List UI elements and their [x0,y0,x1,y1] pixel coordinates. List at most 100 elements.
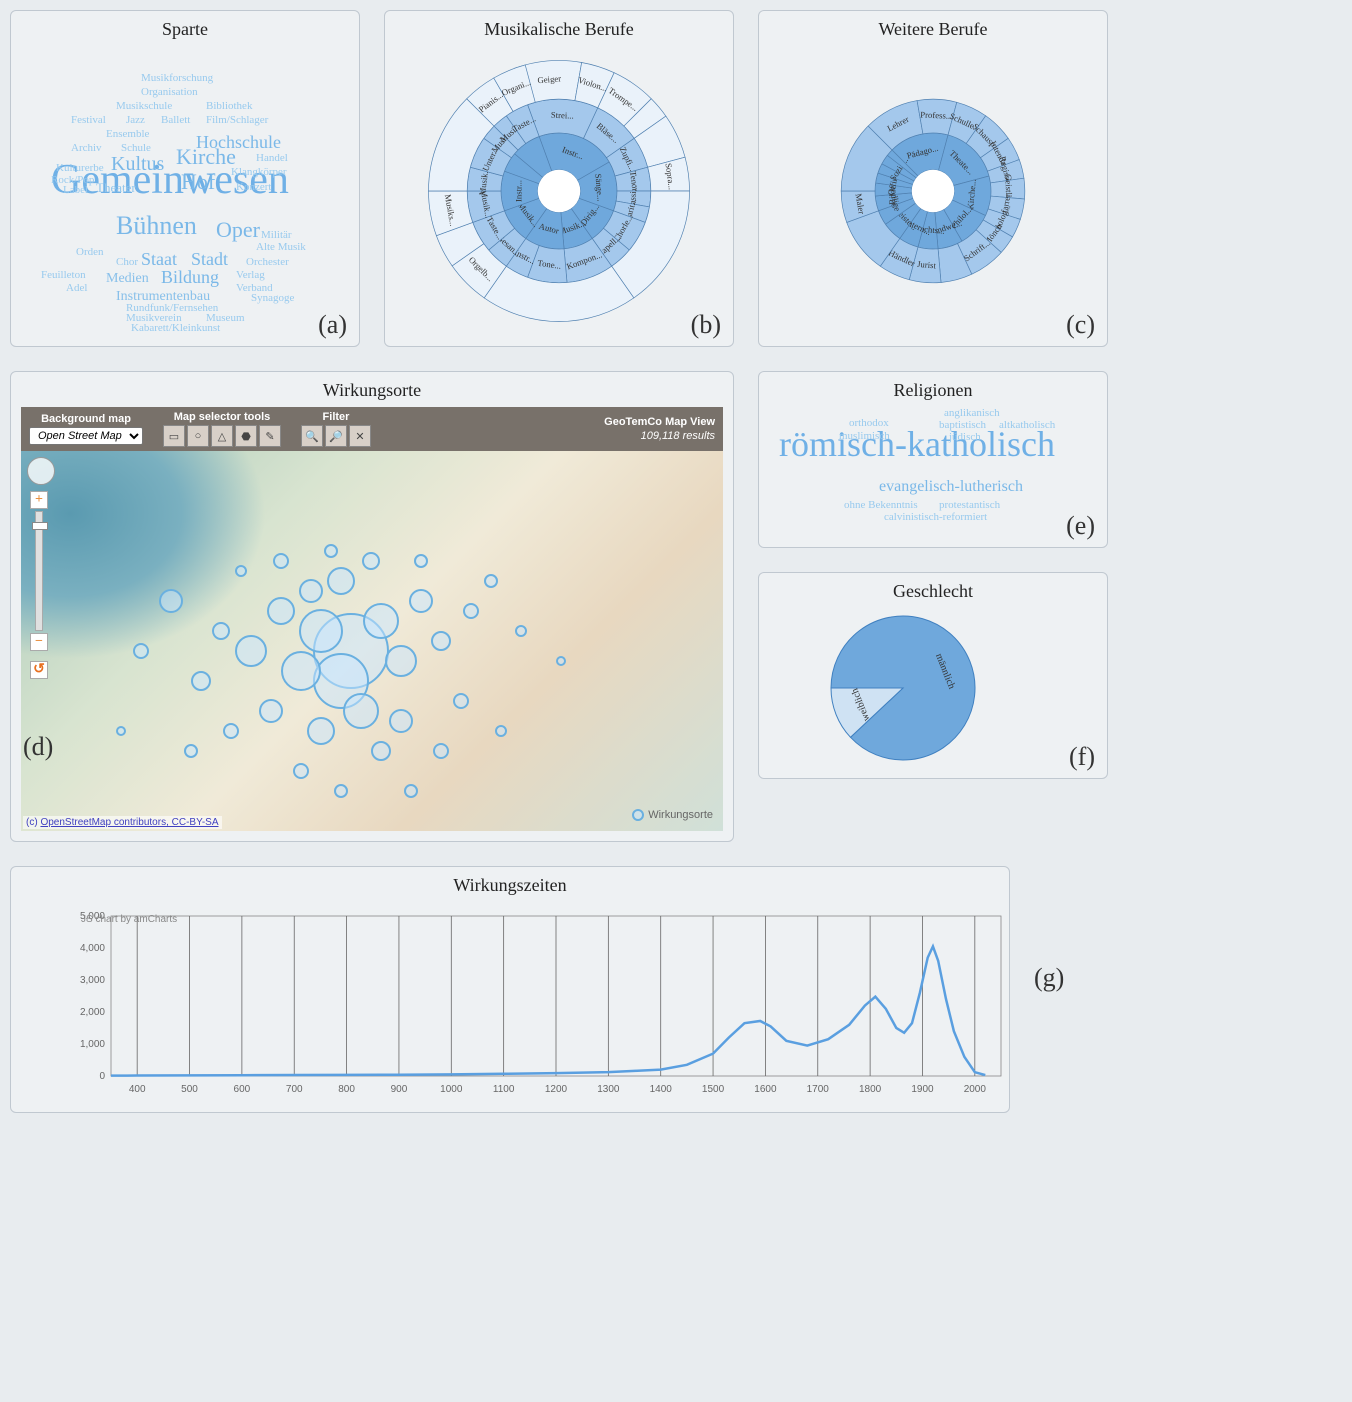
map-bubble[interactable] [191,671,211,691]
map-bubble[interactable] [293,763,309,779]
word-ohnebekenntnis[interactable]: ohne Bekenntnis [844,500,918,511]
map-tool-country-icon[interactable]: ⬣ [235,425,257,447]
map-bubble[interactable] [385,645,417,677]
map-bubble[interactable] [324,544,338,558]
map-bubble[interactable] [327,567,355,595]
map-bubble[interactable] [259,699,283,723]
map-bubble[interactable] [463,603,479,619]
map-bubble[interactable] [343,693,379,729]
word-oper[interactable]: Oper [216,219,260,241]
pie-geschlecht[interactable]: männlichweiblich [769,608,1097,768]
map-bubble[interactable] [453,693,469,709]
map-bubble[interactable] [299,579,323,603]
map-tool-poly-icon[interactable]: △ [211,425,233,447]
word-musikforschung[interactable]: Musikforschung [141,73,213,84]
map-bubble[interactable] [495,725,507,737]
map-pan-control[interactable] [27,457,55,485]
zoom-in-button[interactable]: + [30,491,48,509]
wordcloud-religionen[interactable]: römisch-katholisch evangelisch-lutherisch… [769,407,1097,537]
map-bubble[interactable] [273,553,289,569]
word-musikschule[interactable]: Musikschule [116,101,172,112]
map-bubble[interactable] [389,709,413,733]
map-bubble[interactable] [515,625,527,637]
map-clear-icon[interactable]: ✕ [349,425,371,447]
map-bubble[interactable] [362,552,380,570]
map-tool-circle-icon[interactable]: ○ [187,425,209,447]
word-konzert[interactable]: Konzert [236,182,271,193]
word-synagoge[interactable]: Synagoge [251,293,294,304]
word-klangkrper[interactable]: Klangkörper [231,167,287,178]
word-orchester[interactable]: Orchester [246,257,289,268]
word-jdisch[interactable]: jüdisch [949,432,981,443]
word-stadt[interactable]: Stadt [191,250,228,268]
word-schule[interactable]: Schule [121,143,151,154]
word-altemusik[interactable]: Alte Musik [256,242,306,253]
map-bubble[interactable] [484,574,498,588]
map-bubble[interactable] [184,744,198,758]
map-zoom-in-icon[interactable]: 🔍 [301,425,323,447]
word-anglikanisch[interactable]: anglikanisch [944,408,1000,419]
word-calvinistischreformiert[interactable]: calvinistisch-reformiert [884,512,987,523]
word-adel[interactable]: Adel [66,283,87,294]
map-bubble[interactable] [409,589,433,613]
word-handel[interactable]: Handel [256,153,288,164]
word-orthodox[interactable]: orthodox [849,418,889,429]
timeline-chart[interactable]: JS chart by amCharts 4005006007008009001… [21,902,999,1102]
word-theater[interactable]: Theater [96,181,136,194]
zoom-reset-button[interactable]: ↺ [30,661,48,679]
word-ensemble[interactable]: Ensemble [106,129,149,140]
word-archiv[interactable]: Archiv [71,143,102,154]
map-bubble[interactable] [433,743,449,759]
map-attr-link[interactable]: OpenStreetMap contributors, CC-BY-SA [40,817,218,828]
word-kultus[interactable]: Kultus [111,154,164,174]
word-chor[interactable]: Chor [116,257,138,268]
map-bg-select[interactable]: Open Street Map [29,427,143,445]
word-staat[interactable]: Staat [141,250,177,268]
map-bubble[interactable] [307,717,335,745]
map-bubble[interactable] [133,643,149,659]
word-medien[interactable]: Medien [106,272,149,286]
word-altkatholisch[interactable]: altkatholisch [999,420,1055,431]
word-baptistisch[interactable]: baptistisch [939,420,986,431]
word-jazz[interactable]: Jazz [126,115,145,126]
word-filmschlager[interactable]: Film/Schlager [206,115,268,126]
word-bildung[interactable]: Bildung [161,268,219,286]
map-bubble[interactable] [363,603,399,639]
map-bubble[interactable] [299,609,343,653]
map-tool-lasso-icon[interactable]: ✎ [259,425,281,447]
word-kabarettkleinkunst[interactable]: Kabarett/Kleinkunst [131,323,220,334]
map-zoom-out-icon[interactable]: 🔎 [325,425,347,447]
word-rmischkatholisch[interactable]: römisch-katholisch [779,426,1055,462]
map-bubble[interactable] [116,726,126,736]
zoom-slider[interactable] [35,511,43,631]
word-bhnen[interactable]: Bühnen [116,213,197,239]
map-bubble[interactable] [334,784,348,798]
map-bubble[interactable] [235,635,267,667]
map-bubble[interactable] [159,589,183,613]
sunburst-c[interactable]: Pädago...Theate...Kirche...Philol...Hand… [769,46,1097,336]
word-orden[interactable]: Orden [76,247,104,258]
map-tool-rect-icon[interactable]: ▭ [163,425,185,447]
map-bubble[interactable] [431,631,451,651]
word-feuilleton[interactable]: Feuilleton [41,270,86,281]
word-verlag[interactable]: Verlag [236,270,265,281]
map-bubble[interactable] [223,723,239,739]
word-evangelischlutherisch[interactable]: evangelisch-lutherisch [879,479,1023,495]
word-protestantisch[interactable]: protestantisch [939,500,1000,511]
map-bubble[interactable] [235,565,247,577]
map-bubble[interactable] [267,597,295,625]
map-bubble[interactable] [404,784,418,798]
map-bubble[interactable] [212,622,230,640]
word-muslimisch[interactable]: muslimisch [839,431,890,442]
map-bubble[interactable] [281,651,321,691]
word-bibliothek[interactable]: Bibliothek [206,101,252,112]
word-organisation[interactable]: Organisation [141,87,198,98]
word-hof[interactable]: Hof [181,171,215,193]
zoom-out-button[interactable]: − [30,633,48,651]
word-kulturerbe[interactable]: Kulturerbe [56,163,104,174]
word-ballett[interactable]: Ballett [161,115,190,126]
map-bubble[interactable] [556,656,566,666]
word-festival[interactable]: Festival [71,115,106,126]
map-bubble[interactable] [371,741,391,761]
word-militr[interactable]: Militär [261,230,292,241]
